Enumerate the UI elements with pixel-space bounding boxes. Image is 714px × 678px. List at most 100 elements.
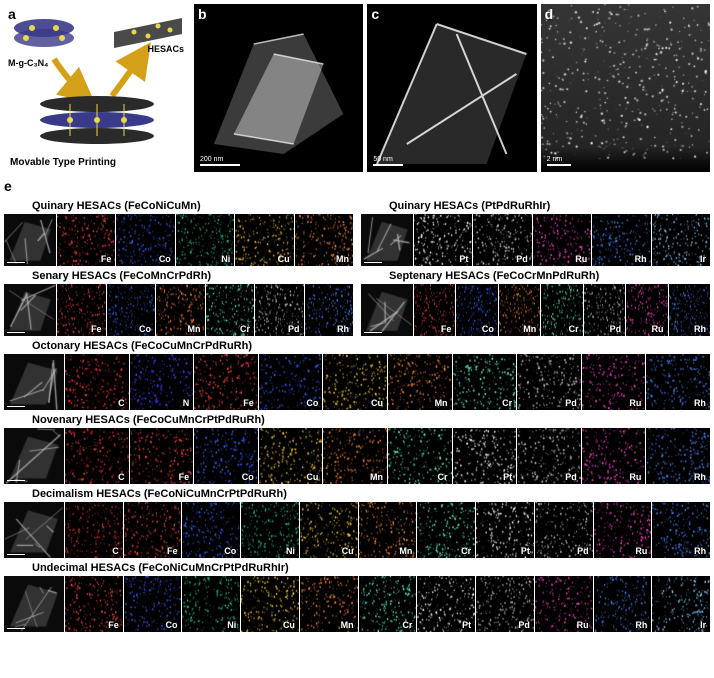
element-label: Fe — [101, 254, 112, 264]
element-label: Fe — [167, 546, 178, 556]
element-label: Cu — [371, 398, 383, 408]
element-map-pd: Pd — [517, 354, 581, 410]
element-map-cu: Cu — [259, 428, 323, 484]
element-label: Pd — [610, 324, 622, 334]
panel-c: c 50 nm — [367, 4, 536, 172]
schematic-svg — [4, 4, 190, 172]
element-label: Cr — [461, 546, 471, 556]
haadf-thumb — [4, 214, 56, 266]
element-map-c: C — [65, 354, 129, 410]
element-label: Rh — [337, 324, 349, 334]
row-title: Quinary HESACs (FeCoNiCuMn) — [32, 200, 353, 212]
element-label: Rh — [694, 324, 706, 334]
element-map-ni: Ni — [176, 214, 234, 266]
panel-b-scalebar: 200 nm — [200, 156, 240, 166]
element-map-co: Co — [124, 576, 182, 632]
row-title: Undecimal HESACs (FeCoNiCuMnCrPtPdRuRhIr… — [32, 562, 710, 574]
element-map-pd: Pd — [255, 284, 304, 336]
element-map-pd: Pd — [476, 576, 534, 632]
panel-b-scale-text: 200 nm — [200, 156, 223, 163]
element-map-fe: Fe — [414, 284, 455, 336]
panel-d-scale-bar — [547, 164, 571, 166]
element-map-rh: Rh — [646, 428, 710, 484]
element-label: Ru — [652, 324, 664, 334]
element-label: Mn — [435, 398, 448, 408]
element-label: Pt — [503, 472, 512, 482]
label-movable: Movable Type Printing — [10, 157, 116, 168]
panel-d-scalebar: 2 nm — [547, 156, 571, 166]
element-label: Cr — [569, 324, 579, 334]
element-label: Co — [165, 620, 177, 630]
element-map-cr: Cr — [388, 428, 452, 484]
haadf-scalebar — [7, 406, 25, 407]
haadf-thumb — [361, 284, 413, 336]
element-label: Cu — [278, 254, 290, 264]
element-map-pt: Pt — [414, 214, 472, 266]
element-map-ru: Ru — [535, 576, 593, 632]
map-row: CFeCoNiCuMnCrPtPdRuRh — [4, 502, 710, 558]
element-map-co: Co — [194, 428, 258, 484]
element-map-ru: Ru — [582, 428, 646, 484]
row-pair: FeCoMnCrPdRhFeCoMnCrPdRuRh — [4, 284, 710, 336]
element-label: Cr — [438, 472, 448, 482]
element-map-n: N — [130, 354, 194, 410]
haadf-thumb — [4, 354, 64, 410]
element-label: Mn — [523, 324, 536, 334]
element-map-pt: Pt — [476, 502, 534, 558]
label-hesacs: HESACs — [147, 44, 184, 54]
element-map-rh: Rh — [594, 576, 652, 632]
element-map-ru: Ru — [594, 502, 652, 558]
map-row: CFeCoCuMnCrPtPdRuRh — [4, 428, 710, 484]
element-label: Co — [139, 324, 151, 334]
element-map-mn: Mn — [295, 214, 353, 266]
map-row: CNFeCoCuMnCrPdRuRh — [4, 354, 710, 410]
element-label: Pd — [565, 472, 577, 482]
element-map-pd: Pd — [473, 214, 531, 266]
element-map-ru: Ru — [533, 214, 591, 266]
element-map-fe: Fe — [57, 214, 115, 266]
element-map-ru: Ru — [582, 354, 646, 410]
element-map-ir: Ir — [652, 576, 710, 632]
haadf-scalebar — [7, 480, 25, 481]
element-label: Ni — [227, 620, 236, 630]
panel-d: d 2 nm — [541, 4, 710, 172]
panel-c-scalebar: 50 nm — [373, 156, 403, 166]
element-label: Pd — [516, 254, 528, 264]
element-map-mn: Mn — [359, 502, 417, 558]
element-label: Ru — [629, 398, 641, 408]
haadf-scalebar — [7, 332, 25, 333]
row-title: Octonary HESACs (FeCoCuMnCrPdRuRh) — [32, 340, 710, 352]
element-label: Mn — [399, 546, 412, 556]
element-map-pd: Pd — [535, 502, 593, 558]
element-label: Cr — [240, 324, 250, 334]
element-map-ru: Ru — [626, 284, 667, 336]
element-label: Ni — [221, 254, 230, 264]
haadf-scalebar — [7, 262, 25, 263]
haadf-scalebar — [7, 554, 25, 555]
element-label: Pt — [459, 254, 468, 264]
row-title: Novenary HESACs (FeCoCuMnCrPtPdRuRh) — [32, 414, 710, 426]
element-label: Pd — [518, 620, 530, 630]
element-map-fe: Fe — [65, 576, 123, 632]
element-map-c: C — [65, 428, 129, 484]
element-label: Cr — [502, 398, 512, 408]
element-label: Pt — [521, 546, 530, 556]
panel-b: b 200 nm — [194, 4, 363, 172]
element-label: Fe — [243, 398, 254, 408]
panel-c-scale-bar — [373, 164, 403, 166]
element-label: Rh — [635, 620, 647, 630]
element-label: Mn — [341, 620, 354, 630]
element-map-pt: Pt — [417, 576, 475, 632]
haadf-thumb — [4, 284, 56, 336]
element-label: N — [183, 398, 190, 408]
element-label: Fe — [108, 620, 119, 630]
panel-d-canvas — [541, 4, 710, 172]
element-label: Cu — [306, 472, 318, 482]
element-label: Rh — [694, 398, 706, 408]
haadf-scalebar — [7, 628, 25, 629]
haadf-scalebar — [364, 332, 382, 333]
element-map-co: Co — [107, 284, 156, 336]
element-label: Ru — [577, 620, 589, 630]
panel-b-label: b — [198, 6, 207, 22]
element-map-rh: Rh — [669, 284, 710, 336]
